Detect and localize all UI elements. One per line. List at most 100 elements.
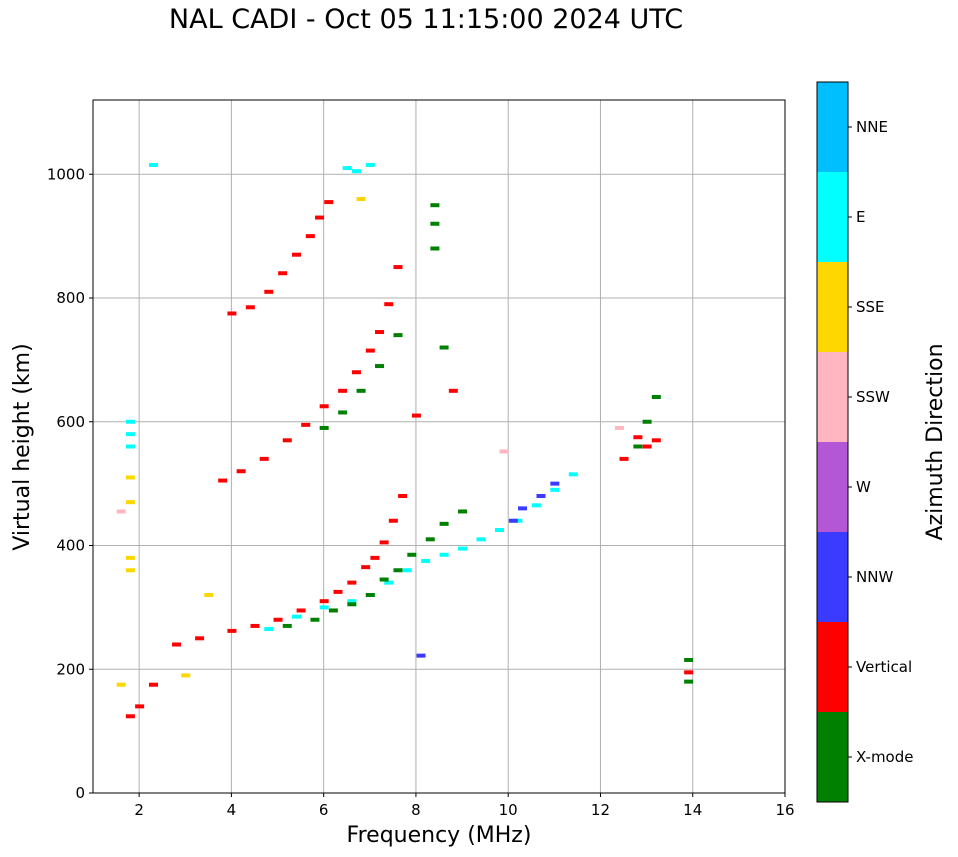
colorbar-segment	[817, 442, 848, 532]
data-point	[315, 215, 325, 220]
data-point	[439, 552, 449, 557]
data-point	[550, 487, 560, 492]
data-point	[148, 682, 158, 687]
data-point	[333, 589, 343, 594]
data-point	[458, 509, 468, 514]
y-tick-label: 1000	[47, 165, 85, 183]
data-point	[651, 438, 661, 443]
data-point	[619, 456, 629, 461]
data-point	[684, 679, 694, 684]
data-point	[411, 413, 421, 418]
series-4	[319, 333, 403, 430]
colorbar-segment	[817, 712, 848, 802]
data-point	[236, 469, 246, 474]
y-tick-label: 200	[56, 660, 85, 678]
y-tick-label: 0	[75, 784, 85, 802]
colorbar: X-mode Vertical NNW W SSW SSE E NNE	[816, 81, 913, 803]
data-point	[116, 509, 126, 514]
data-point	[264, 627, 274, 632]
data-point	[614, 425, 624, 430]
data-point	[264, 289, 274, 294]
data-point	[351, 370, 361, 375]
data-point	[125, 444, 135, 449]
colorbar-segment	[817, 172, 848, 262]
data-point	[458, 546, 468, 551]
series-0	[125, 494, 408, 719]
data-point	[407, 552, 417, 557]
data-point	[282, 623, 292, 628]
data-point	[305, 234, 315, 239]
y-tick-label: 800	[56, 289, 85, 307]
data-point	[347, 602, 357, 607]
plot-border	[92, 99, 786, 794]
data-point	[227, 311, 237, 316]
data-point	[375, 330, 385, 335]
data-point	[125, 555, 135, 560]
data-point	[218, 478, 228, 483]
series-5	[227, 200, 334, 316]
data-point	[393, 265, 403, 270]
data-point	[421, 558, 431, 563]
x-tick-label: 6	[319, 801, 329, 819]
x-tick-label: 14	[683, 801, 702, 819]
data-point	[351, 169, 361, 174]
data-point	[347, 580, 357, 585]
data-point	[342, 166, 352, 171]
data-point	[633, 444, 643, 449]
data-point	[148, 162, 158, 167]
series-7	[116, 197, 366, 687]
x-tick-label: 8	[411, 801, 421, 819]
data-point	[319, 404, 329, 409]
colorbar-border	[816, 81, 849, 803]
data-point	[499, 449, 509, 454]
colorbar-segment	[817, 82, 848, 172]
data-point	[370, 555, 380, 560]
y-ticks: 0 200 400 600 800 1000	[47, 165, 93, 802]
data-point	[116, 682, 126, 687]
data-point	[508, 518, 518, 523]
data-point	[633, 435, 643, 440]
data-point	[494, 528, 504, 533]
data-point	[684, 657, 694, 662]
series-3	[218, 265, 403, 483]
colorbar-segment	[817, 622, 848, 712]
data-points	[116, 162, 694, 719]
data-point	[310, 617, 320, 622]
data-point	[642, 419, 652, 424]
data-point	[195, 636, 205, 641]
y-tick-label: 400	[56, 537, 85, 555]
data-point	[181, 673, 191, 678]
data-point	[278, 271, 288, 276]
data-point	[379, 540, 389, 545]
data-point	[125, 475, 135, 480]
data-point	[398, 494, 408, 498]
data-point	[291, 614, 301, 619]
data-point	[550, 481, 560, 486]
data-point	[356, 197, 366, 201]
data-point	[430, 203, 440, 208]
data-point	[536, 494, 546, 498]
data-point	[513, 518, 523, 523]
y-tick-label: 600	[56, 413, 85, 431]
colorbar-tick-label: SSW	[856, 388, 890, 406]
data-point	[319, 425, 329, 430]
data-point	[439, 345, 449, 350]
colorbar-tick-label: NNW	[856, 568, 893, 586]
data-point	[135, 704, 145, 709]
data-point	[430, 221, 440, 226]
data-point	[448, 388, 458, 393]
data-point	[125, 714, 135, 719]
series-6	[125, 162, 375, 449]
x-tick-label: 2	[134, 801, 144, 819]
data-point	[125, 419, 135, 424]
series-10	[411, 388, 694, 675]
data-point	[642, 444, 652, 449]
colorbar-tick-label: SSE	[856, 298, 885, 316]
data-point	[684, 670, 694, 675]
x-tick-label: 4	[227, 801, 237, 819]
data-point	[379, 577, 389, 582]
data-point	[204, 593, 214, 597]
series-9	[430, 203, 694, 684]
x-tick-label: 16	[775, 801, 794, 819]
